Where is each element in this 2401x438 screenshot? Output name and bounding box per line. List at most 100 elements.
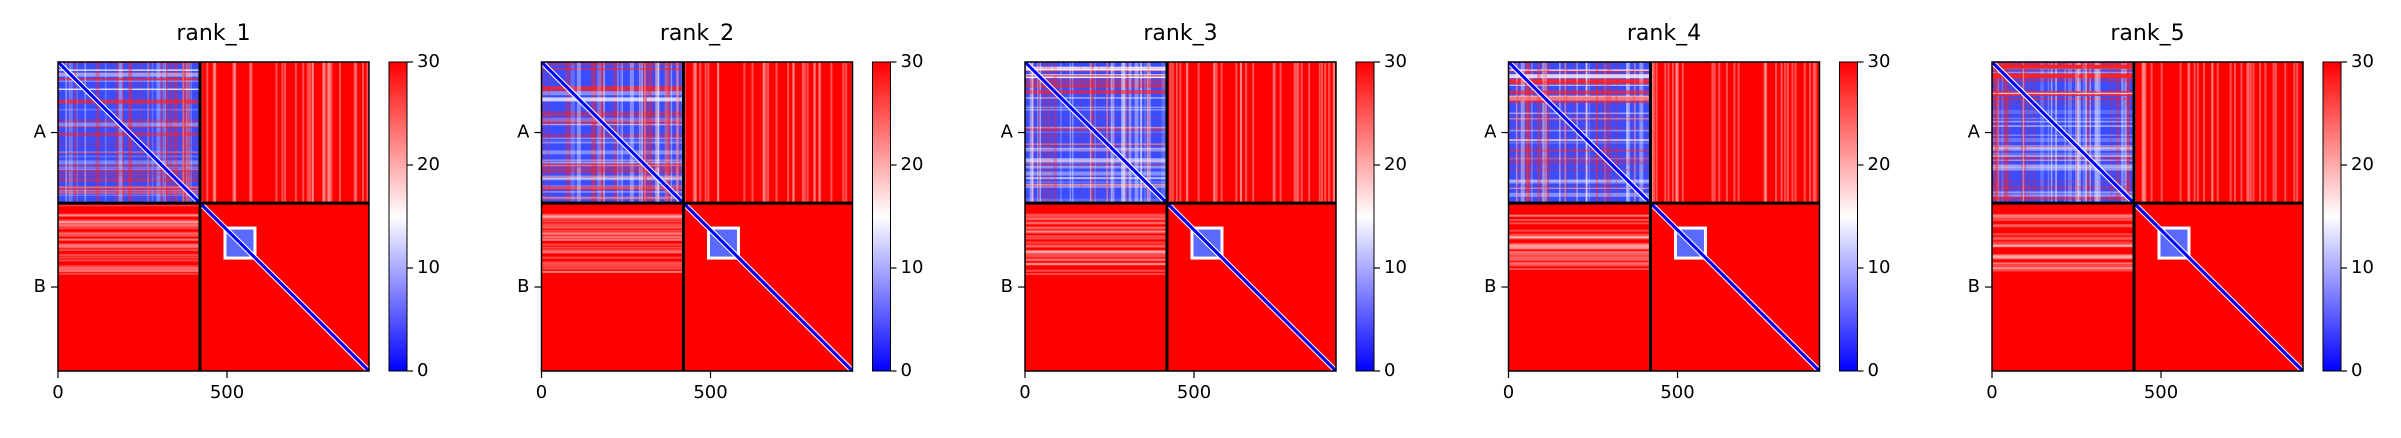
- heatmap: [1025, 62, 1336, 371]
- stripe: [1025, 159, 1167, 164]
- stripe: [122, 62, 124, 204]
- y-tick-label: A: [1968, 122, 1981, 143]
- stripe: [58, 231, 200, 234]
- stripe: [1025, 161, 1167, 163]
- stripe: [639, 62, 641, 204]
- stripe: [541, 62, 684, 67]
- stripe: [1037, 62, 1039, 204]
- stripe: [1992, 267, 2134, 270]
- stripe: [1025, 177, 1167, 180]
- stripe: [1992, 245, 2134, 248]
- stripe: [704, 62, 707, 204]
- stripe: [2296, 62, 2299, 204]
- stripe: [1508, 268, 1651, 271]
- stripe: [541, 246, 684, 249]
- stripe: [1328, 62, 1331, 204]
- stripe: [1651, 62, 1654, 204]
- stripe: [1025, 269, 1167, 272]
- panel: rank_4 0 500 A B 0 10 20 30: [1484, 21, 1890, 403]
- stripe: [1025, 198, 1167, 203]
- stripe: [2247, 62, 2250, 204]
- stripe: [1147, 62, 1149, 204]
- stripe: [1992, 157, 2134, 162]
- stripe: [2022, 62, 2025, 204]
- stripe: [1508, 214, 1651, 217]
- stripe: [322, 62, 325, 204]
- stripe: [640, 62, 643, 204]
- stripe: [1784, 62, 1787, 204]
- stripe: [1508, 233, 1651, 236]
- stripe: [186, 62, 191, 204]
- stripe: [147, 62, 149, 204]
- stripe: [1992, 117, 2134, 120]
- stripe: [541, 97, 684, 102]
- stripe: [137, 62, 139, 204]
- colorbar: [2322, 61, 2342, 372]
- stripe: [676, 62, 678, 204]
- frame: [57, 61, 370, 372]
- stripe: [324, 62, 327, 204]
- stripe: [58, 256, 200, 259]
- diagonal-halo: [1508, 64, 1817, 371]
- stripe: [234, 62, 237, 204]
- stripe: [1564, 62, 1567, 204]
- stripe: [1508, 186, 1651, 189]
- stripe: [1508, 264, 1651, 267]
- stripe: [1025, 221, 1167, 224]
- stripe: [170, 62, 172, 204]
- stripe: [165, 62, 168, 204]
- stripe: [541, 161, 684, 164]
- stripe: [160, 62, 163, 204]
- stripe: [1585, 62, 1588, 204]
- stripe: [1295, 62, 1298, 204]
- chart-title: rank_4: [1627, 21, 1701, 46]
- stripe: [58, 151, 200, 153]
- frame: [540, 61, 854, 372]
- stripe: [1667, 62, 1670, 204]
- stripe: [1025, 255, 1167, 258]
- stripe: [694, 62, 697, 204]
- stripe: [541, 215, 684, 218]
- stripe: [58, 189, 200, 192]
- stripe: [541, 270, 684, 273]
- stripe: [1508, 242, 1651, 245]
- diagonal: [1992, 62, 2303, 371]
- stripe: [1508, 118, 1651, 120]
- stripe: [1025, 126, 1167, 129]
- stripe: [1992, 215, 2134, 218]
- stripe: [1508, 71, 1651, 73]
- stripe: [617, 62, 619, 204]
- stripe: [1025, 253, 1167, 256]
- stripe: [1992, 262, 2134, 265]
- stripe: [1713, 62, 1716, 204]
- stripe: [1111, 62, 1114, 204]
- stripe: [1025, 74, 1167, 76]
- stripe: [1245, 62, 1248, 204]
- colorbar-tick-label: 10: [2351, 257, 2374, 278]
- stripe: [1508, 127, 1651, 129]
- stripe: [2008, 62, 2013, 204]
- stripe: [1992, 215, 2134, 218]
- stripe: [1652, 62, 1655, 204]
- stripe: [366, 62, 369, 204]
- stripe: [58, 221, 200, 224]
- stripe: [541, 238, 684, 241]
- stripe: [1775, 62, 1778, 204]
- stripe: [151, 62, 154, 204]
- stripe: [1025, 263, 1167, 266]
- stripe: [2141, 62, 2144, 204]
- stripe: [1025, 222, 1167, 225]
- colorbar-tick-label: 20: [1868, 154, 1891, 175]
- stripe: [803, 62, 806, 204]
- stripe: [1025, 230, 1167, 233]
- stripe: [1025, 231, 1167, 234]
- diagonal-halo: [544, 62, 853, 369]
- stripe: [2259, 62, 2262, 204]
- stripe: [1121, 62, 1126, 204]
- stripe: [58, 99, 200, 104]
- stripe: [58, 166, 200, 169]
- diagonal-halo: [1025, 64, 1334, 371]
- stripe: [1992, 64, 2134, 69]
- heatmap: [1508, 62, 1820, 371]
- stripe: [2094, 62, 2097, 204]
